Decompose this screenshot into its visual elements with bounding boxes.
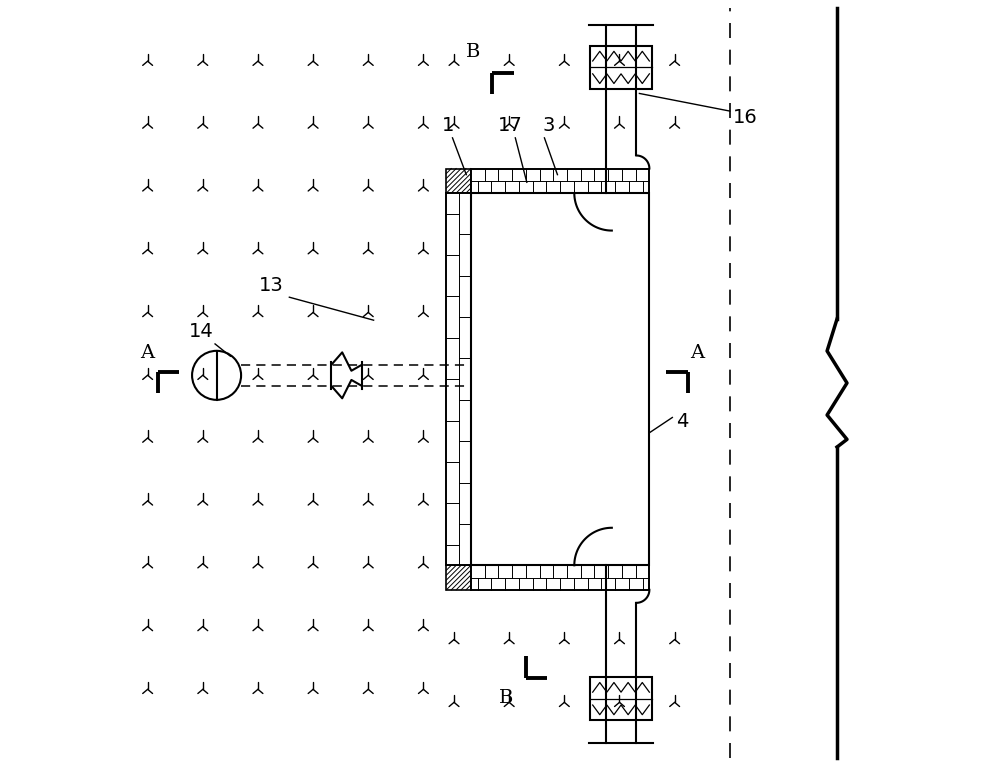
Text: 3: 3 xyxy=(543,116,555,135)
Text: 13: 13 xyxy=(259,276,284,295)
Text: A: A xyxy=(691,344,705,362)
Text: B: B xyxy=(499,689,514,707)
Polygon shape xyxy=(446,169,471,193)
Text: 14: 14 xyxy=(189,322,214,341)
Polygon shape xyxy=(446,193,471,565)
Text: B: B xyxy=(466,44,480,61)
Polygon shape xyxy=(590,677,652,720)
Text: 16: 16 xyxy=(733,109,758,127)
Polygon shape xyxy=(590,46,652,89)
Circle shape xyxy=(192,351,241,400)
Text: A: A xyxy=(141,344,155,362)
Polygon shape xyxy=(446,565,471,590)
Text: 1: 1 xyxy=(442,116,454,135)
Text: 17: 17 xyxy=(498,116,523,135)
Polygon shape xyxy=(471,169,649,193)
Polygon shape xyxy=(471,193,649,565)
Polygon shape xyxy=(471,565,649,590)
Text: 4: 4 xyxy=(676,412,689,430)
